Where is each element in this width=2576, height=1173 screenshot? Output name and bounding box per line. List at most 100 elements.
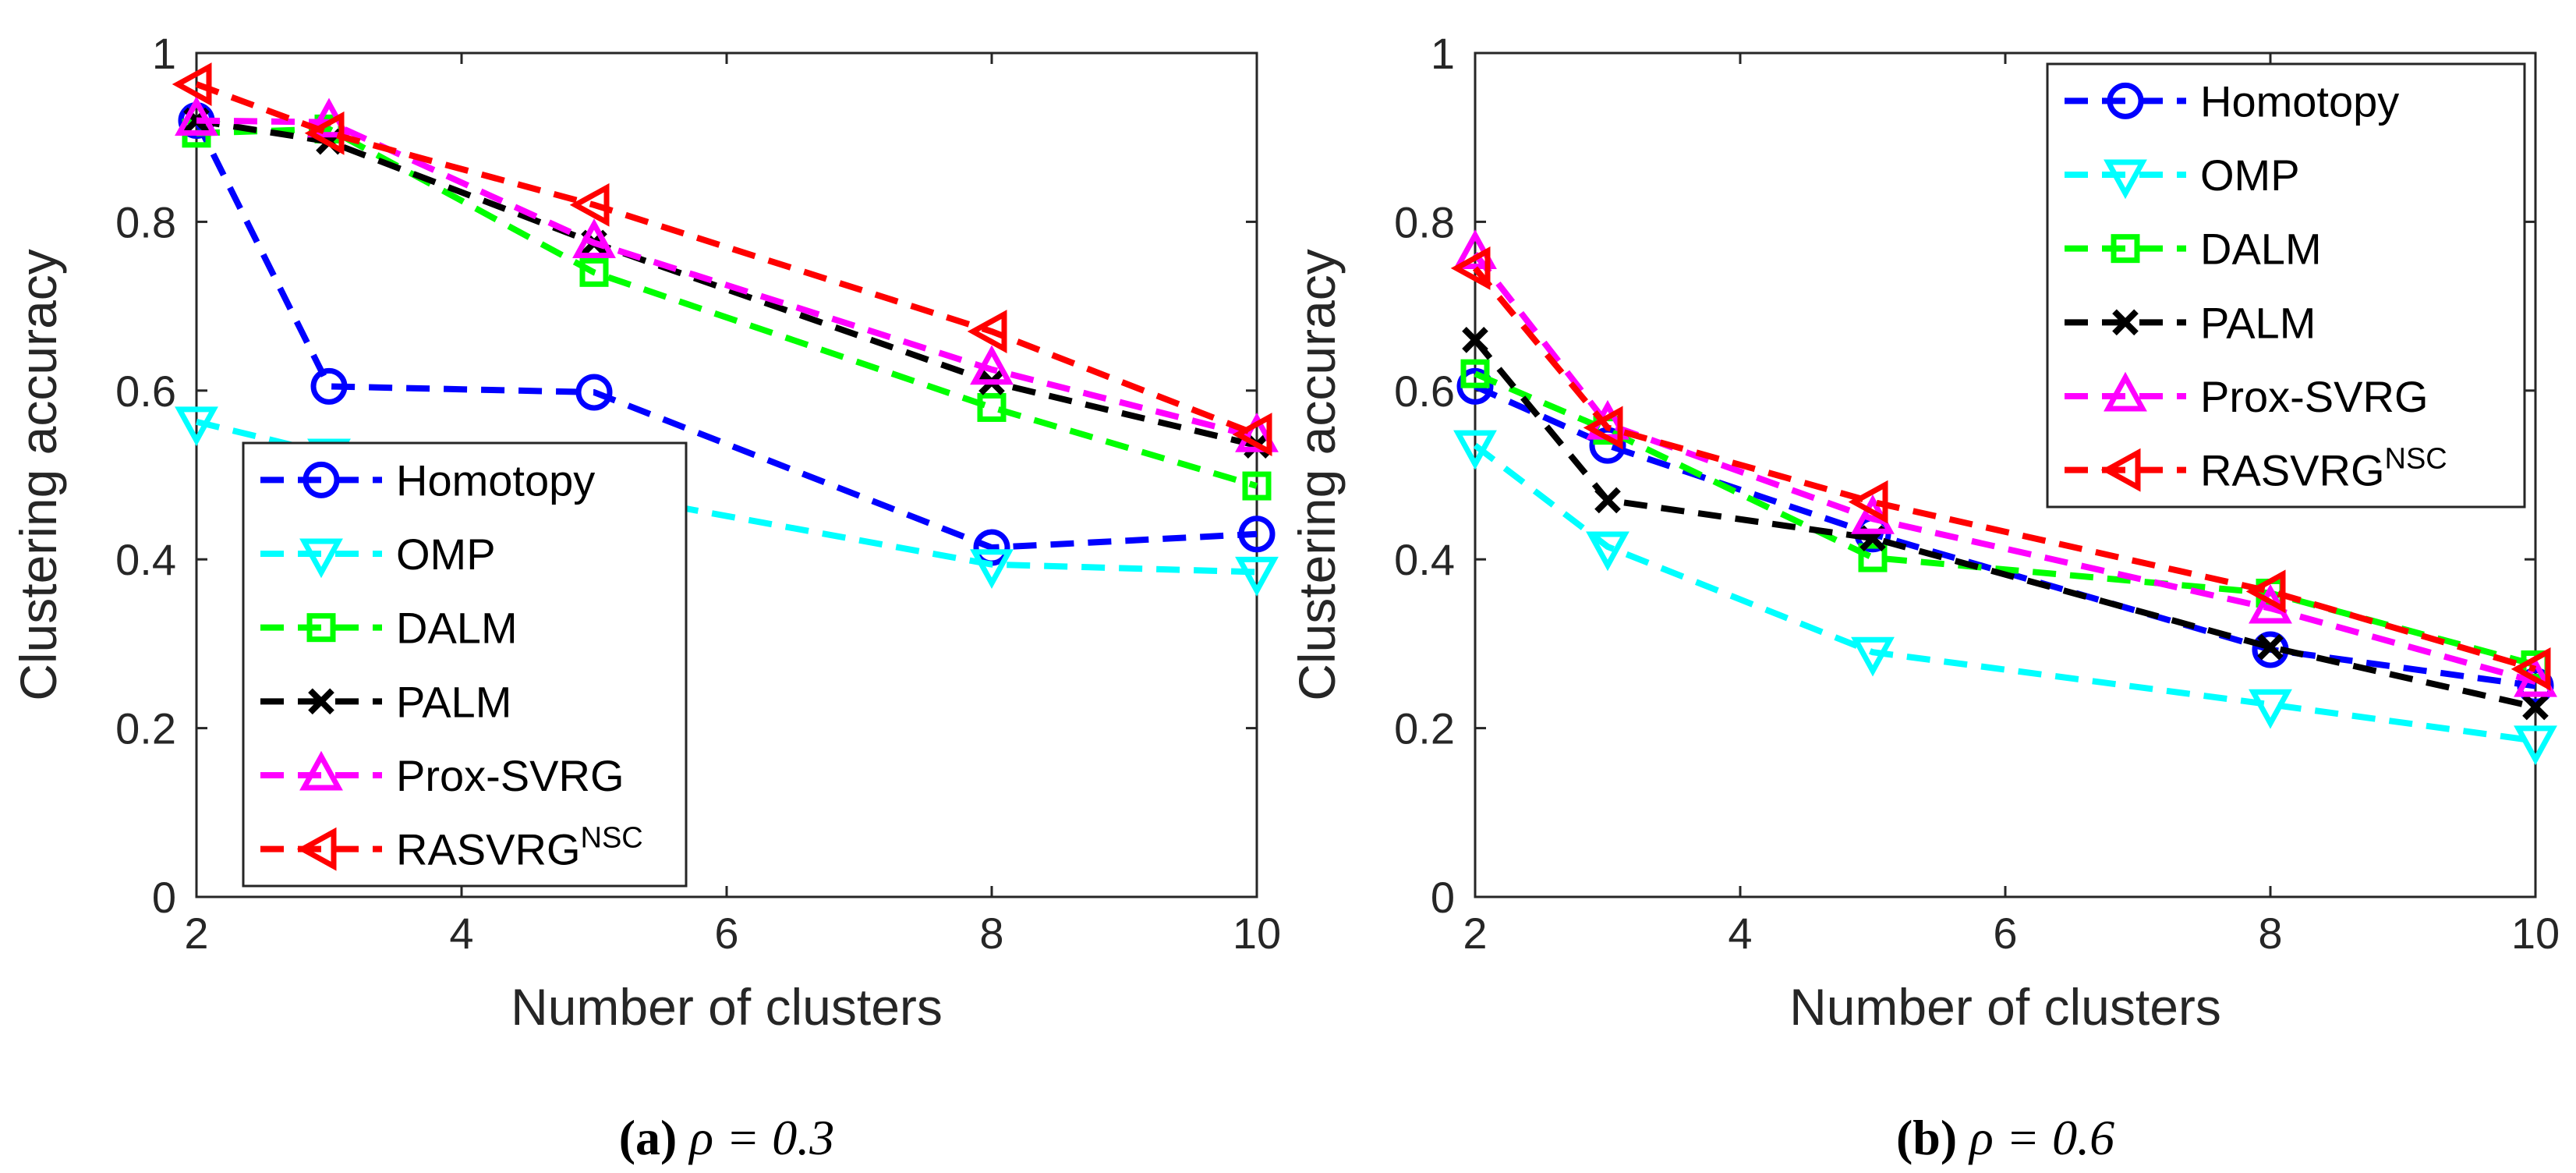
data-point [1858, 543, 1888, 572]
y-tick-label: 0.6 [115, 367, 176, 416]
data-point [572, 218, 616, 258]
data-point [1453, 430, 1497, 470]
chart-panel-1: 2 4 6 8 10 0 0.2 0.4 0.6 0.8 1 Number of clusters Cl… [1288, 29, 2560, 1165]
y-tick-label: 0 [152, 873, 176, 922]
legend-label: PALM [396, 677, 511, 726]
legend-label: Prox-SVRG [396, 751, 625, 800]
series-line [1472, 338, 2536, 711]
data-point [1586, 531, 1629, 572]
data-point [1242, 471, 1272, 501]
data-point [1235, 413, 1279, 452]
y-tick-label: 0.4 [115, 535, 176, 584]
data-point [2257, 633, 2284, 661]
legend-label: OMP [396, 530, 496, 579]
legend-marker [2104, 159, 2147, 200]
legend-marker [2112, 309, 2139, 336]
x-axis-label: Number of clusters [511, 978, 943, 1036]
series-rasvrg [172, 62, 1272, 456]
legend-marker [299, 538, 343, 579]
x-tick-label: 10 [2511, 909, 2560, 958]
series-line [1472, 252, 2537, 685]
caption-label: (b) [1896, 1110, 1969, 1165]
legend-marker [2100, 448, 2141, 492]
caption-text: ρ = 0.6 [1968, 1110, 2114, 1165]
data-point [2511, 647, 2551, 691]
data-point [175, 96, 218, 136]
figure-caption: (a) ρ = 0.3 [619, 1110, 835, 1165]
data-point [1460, 359, 1490, 388]
y-tick-label: 0.2 [1394, 704, 1455, 753]
legend-marker [306, 613, 336, 643]
x-tick-label: 2 [184, 909, 208, 958]
series-line [196, 126, 1258, 489]
data-point [2249, 689, 2292, 729]
caption-text: ρ = 0.3 [688, 1110, 834, 1165]
series-line [1472, 266, 2537, 672]
data-point [1238, 516, 1276, 553]
series-line [1474, 370, 2537, 668]
legend-marker [2104, 371, 2147, 412]
y-axis-label: Clustering accuracy [1288, 249, 1346, 701]
x-tick-label: 4 [1728, 909, 1752, 958]
y-tick-label: 1 [152, 29, 176, 78]
data-point [1450, 246, 1491, 290]
x-axis-label: Number of clusters [1789, 978, 2221, 1036]
data-point [970, 549, 1014, 589]
data-point [1232, 413, 1272, 456]
data-point [1235, 556, 1279, 597]
legend-label: OMP [2200, 151, 2300, 200]
y-tick-label: 0.2 [115, 704, 176, 753]
x-tick-label: 6 [714, 909, 738, 958]
y-tick-label: 0.6 [1394, 367, 1455, 416]
series-line [195, 81, 1258, 438]
x-tick-label: 8 [979, 909, 1003, 958]
legend-marker [296, 827, 337, 871]
legend-marker [2111, 234, 2140, 264]
data-point [569, 183, 610, 227]
series-line [1473, 442, 2536, 744]
legend-marker [2107, 82, 2144, 119]
y-axis-label: Clustering accuracy [9, 249, 67, 701]
data-point [575, 374, 613, 411]
x-tick-label: 2 [1463, 909, 1487, 958]
legend-marker [303, 461, 340, 498]
series-omp [1453, 430, 2557, 766]
data-point [175, 406, 218, 447]
y-tick-label: 1 [1431, 29, 1455, 78]
data-point [970, 345, 1014, 385]
data-point [304, 111, 345, 155]
figure-caption: (b) ρ = 0.6 [1896, 1110, 2114, 1165]
data-point [1851, 636, 1895, 677]
caption-label: (a) [619, 1110, 690, 1165]
data-point [1462, 327, 1488, 353]
legend-label-superscript: NSC [581, 822, 643, 855]
x-tick-label: 6 [1993, 909, 2017, 958]
legend-label: PALM [2200, 298, 2316, 347]
legend-box [2046, 62, 2526, 509]
data-point [172, 62, 212, 106]
data-point [2522, 693, 2549, 721]
legend-label: DALM [396, 604, 518, 653]
data-point [967, 310, 1007, 353]
data-point [1848, 480, 1888, 524]
legend-label: Homotopy [396, 455, 595, 505]
y-tick-label: 0.8 [115, 197, 176, 246]
data-point [310, 367, 348, 405]
series-palm [1462, 327, 2549, 721]
legend-marker [299, 750, 343, 791]
legend-box [242, 441, 688, 888]
y-tick-label: 0.4 [1394, 535, 1455, 584]
series-line [193, 119, 1258, 551]
data-point [2245, 569, 2286, 614]
legend-label: Prox-SVRG [2200, 372, 2429, 421]
data-point [579, 257, 609, 287]
x-tick-label: 4 [449, 909, 473, 958]
x-tick-label: 8 [2258, 909, 2282, 958]
data-point [1456, 367, 1494, 405]
series-line [196, 117, 1258, 441]
x-tick-label: 10 [1233, 909, 1281, 958]
